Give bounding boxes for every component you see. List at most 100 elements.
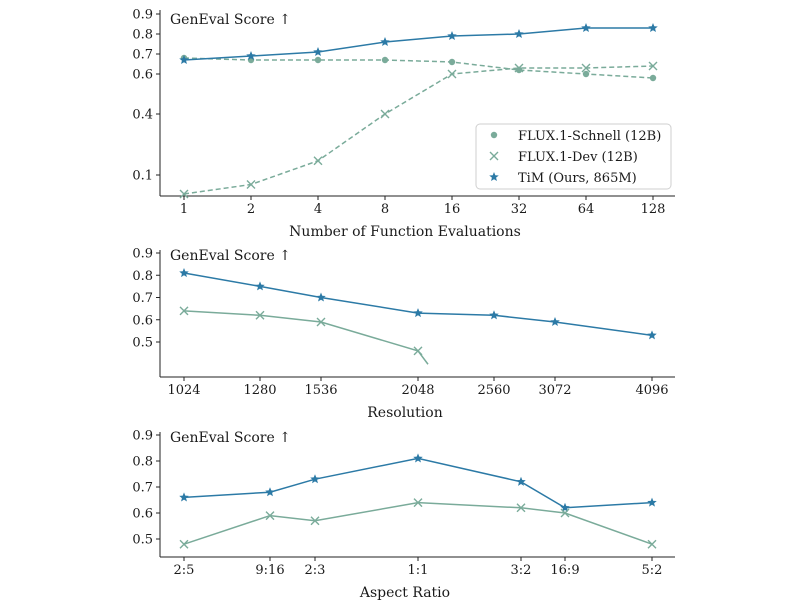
ar-score-label: GenEval Score ↑ [170,430,291,446]
nfe-data-point [246,180,256,189]
nfe-data-point [246,51,256,61]
res-data-point [413,308,423,318]
ar-data-point [179,492,189,502]
res-xtick-label: 1536 [304,383,337,398]
ar-data-point [179,539,189,549]
res-series-line [183,310,429,365]
nfe-series-line [183,57,654,79]
ar-series-line [183,501,653,545]
res-xtick-label: 2048 [401,383,434,398]
res-data-point [179,268,189,278]
ar-ytick-label: 0.7 [132,481,153,496]
res-xtick-label: 3072 [538,383,571,398]
ar-data-point [516,476,526,486]
nfe-data-point [648,23,658,33]
legend-marker-schnell [490,131,498,139]
legend: FLUX.1-Schnell (12B) FLUX.1-Dev (12B) Ti… [475,123,672,190]
nfe-data-point [514,63,524,73]
ar-xtick-label: 2:5 [174,563,195,578]
nfe-ytick-label: 0.4 [132,108,153,123]
res-ytick-label: 0.8 [132,269,153,284]
nfe-data-point [648,61,658,71]
nfe-x-label: Number of Function Evaluations [289,224,521,240]
ar-data-point [647,497,657,507]
ar-ytick-label: 0.8 [132,455,153,470]
nfe-xtick-label: 1 [180,202,188,217]
res-x-label: Resolution [367,405,442,421]
ar-data-point [265,487,275,497]
res-data-point [255,310,265,320]
ar-data-point [413,498,423,508]
nfe-data-point [447,31,457,41]
res-data-point [316,292,326,302]
ar-ytick-label: 0.9 [132,429,153,444]
res-data-point [550,316,560,327]
nfe-data-point [582,70,590,78]
nfe-data-point [514,29,524,39]
res-ytick-label: 0.7 [132,291,153,306]
nfe-data-point [581,23,591,33]
ar-xtick-label: 9:16 [255,563,284,578]
nfe-chart: GenEval Score ↑ 0.1 0.4 0.6 0.7 0.8 0.9 1 2 4 8 1… [132,8,675,240]
ar-series-line [183,457,653,509]
nfe-series-line [183,65,654,195]
ar-xtick-label: 3:2 [511,563,532,578]
legend-label-tim: TiM (Ours, 865M) [518,171,637,186]
res-data-point [255,281,265,291]
res-data-point [316,317,326,327]
res-data-point [413,346,423,356]
ar-data-point [413,453,423,463]
res-ytick-label: 0.5 [132,336,153,351]
res-series-line [183,272,653,337]
aspect-chart: GenEval Score ↑ 0.5 0.6 0.7 0.8 0.9 2:5 9:16 2… [132,429,675,600]
nfe-xtick-label: 2 [247,202,255,217]
nfe-ytick-label: 0.9 [132,8,153,23]
nfe-ytick-label: 0.7 [132,48,153,63]
ar-data-point [310,516,320,526]
res-xtick-label: 2560 [477,383,510,398]
nfe-data-point [380,37,390,47]
ar-data-point [265,511,275,521]
nfe-xtick-label: 128 [641,202,666,217]
legend-label-dev: FLUX.1-Dev (12B) [518,150,638,165]
legend-marker-tim [489,172,499,182]
nfe-xtick-label: 32 [511,202,528,217]
nfe-series-line [183,27,653,61]
ar-xtick-label: 2:3 [305,563,326,578]
nfe-data-point [313,156,323,166]
res-data-point [647,330,657,340]
nfe-data-point [314,56,322,64]
nfe-data-point [581,63,591,73]
nfe-data-point [447,69,457,79]
res-data-point [179,306,189,316]
res-score-label: GenEval Score ↑ [170,248,291,264]
res-xtick-label: 4096 [635,383,668,398]
nfe-data-point [448,58,456,66]
nfe-xtick-label: 64 [578,202,595,217]
ar-xtick-label: 1:1 [408,563,429,578]
nfe-ytick-label: 0.1 [132,169,153,184]
nfe-data-point [380,109,390,119]
nfe-xtick-label: 8 [381,202,389,217]
ar-data-point [560,502,570,512]
legend-label-schnell: FLUX.1-Schnell (12B) [518,129,661,144]
ar-xtick-label: 5:2 [642,563,663,578]
nfe-score-label: GenEval Score ↑ [170,12,291,28]
nfe-data-point [313,47,323,57]
nfe-data-point [381,56,389,64]
ar-data-point [310,474,320,484]
res-ytick-label: 0.6 [132,313,153,328]
legend-box [475,123,672,190]
ar-data-point [647,539,657,549]
nfe-data-point [649,74,657,82]
ar-xtick-label: 16:9 [550,563,579,578]
ar-data-point [560,508,570,518]
nfe-ytick-label: 0.8 [132,28,153,43]
nfe-data-point [179,55,189,65]
res-xtick-label: 1280 [243,383,276,398]
nfe-xtick-label: 16 [444,202,461,217]
nfe-data-point [179,189,189,199]
legend-marker-dev [489,151,499,161]
ar-ytick-label: 0.5 [132,533,153,548]
